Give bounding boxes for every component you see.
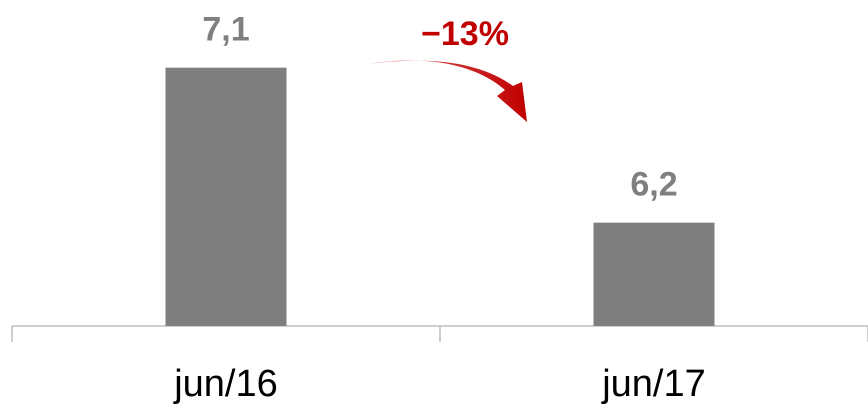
- x-tick-label: jun/17: [601, 363, 706, 405]
- value-label: 7,1: [202, 11, 249, 49]
- value-label: 6,2: [630, 166, 677, 204]
- change-arrow: [368, 60, 527, 122]
- bar: [593, 222, 715, 326]
- bar: [165, 67, 287, 327]
- x-tick-label: jun/16: [173, 363, 278, 405]
- annotation: −13%: [421, 15, 509, 53]
